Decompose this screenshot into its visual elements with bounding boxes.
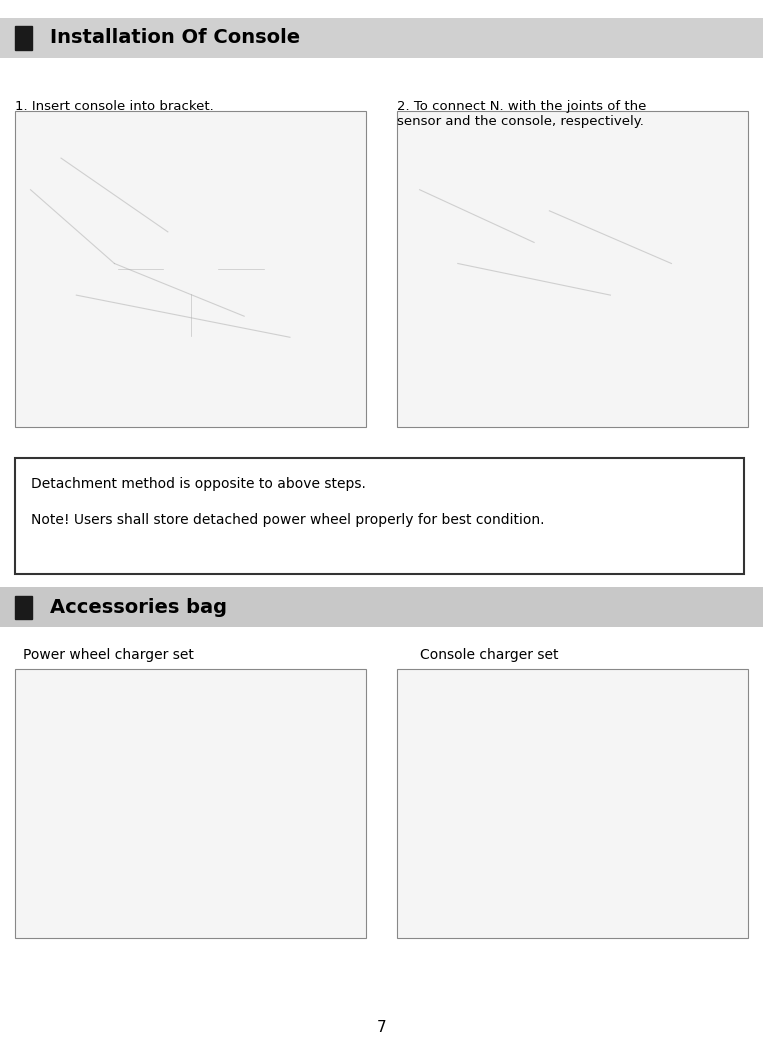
FancyBboxPatch shape [397,669,748,938]
Text: Console charger set: Console charger set [420,648,559,662]
Text: 7: 7 [377,1020,386,1035]
FancyBboxPatch shape [397,111,748,427]
Text: Note! Users shall store detached power wheel properly for best condition.: Note! Users shall store detached power w… [31,513,544,527]
FancyBboxPatch shape [15,669,366,938]
Bar [15,596,32,619]
Text: Accessories bag: Accessories bag [50,598,227,617]
Bar [15,26,32,50]
FancyBboxPatch shape [15,111,366,427]
FancyBboxPatch shape [15,458,744,574]
Text: Installation Of Console: Installation Of Console [50,28,300,47]
Text: Detachment method is opposite to above steps.: Detachment method is opposite to above s… [31,477,365,491]
FancyBboxPatch shape [0,587,763,627]
Text: Power wheel charger set: Power wheel charger set [23,648,194,662]
Text: 2. To connect N. with the joints of the
sensor and the console, respectively.: 2. To connect N. with the joints of the … [397,100,646,129]
Text: 1. Insert console into bracket.: 1. Insert console into bracket. [15,100,214,113]
FancyBboxPatch shape [0,18,763,58]
